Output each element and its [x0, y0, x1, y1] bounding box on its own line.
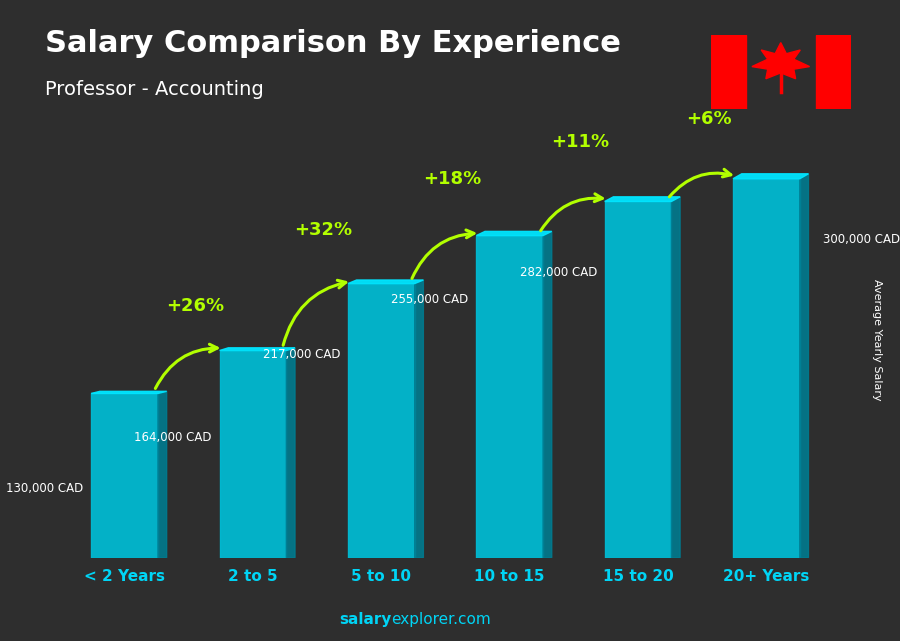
Bar [476, 235, 543, 558]
Polygon shape [671, 197, 680, 558]
Text: +32%: +32% [294, 221, 353, 239]
Bar [91, 394, 158, 558]
Text: +26%: +26% [166, 297, 224, 315]
Text: 130,000 CAD: 130,000 CAD [6, 482, 84, 495]
Text: 282,000 CAD: 282,000 CAD [519, 266, 597, 279]
Bar [605, 201, 671, 558]
Text: 300,000 CAD: 300,000 CAD [823, 233, 900, 246]
Text: +6%: +6% [686, 110, 732, 128]
Bar [348, 283, 415, 558]
Text: Salary Comparison By Experience: Salary Comparison By Experience [45, 29, 621, 58]
Text: 217,000 CAD: 217,000 CAD [263, 348, 340, 362]
Polygon shape [752, 42, 810, 79]
Polygon shape [415, 280, 423, 558]
Polygon shape [220, 348, 295, 351]
Polygon shape [733, 174, 808, 179]
Bar [733, 179, 800, 558]
Bar [711, 35, 746, 109]
Polygon shape [605, 197, 680, 201]
Text: explorer.com: explorer.com [392, 612, 491, 627]
Text: salary: salary [339, 612, 392, 627]
Bar [220, 351, 286, 558]
Polygon shape [348, 280, 423, 283]
Text: +11%: +11% [551, 133, 609, 151]
Polygon shape [476, 231, 552, 235]
Polygon shape [543, 231, 552, 558]
Text: +18%: +18% [423, 170, 481, 188]
Polygon shape [158, 391, 166, 558]
Text: Average Yearly Salary: Average Yearly Salary [872, 279, 883, 401]
Text: Professor - Accounting: Professor - Accounting [45, 80, 264, 99]
Text: 255,000 CAD: 255,000 CAD [392, 294, 469, 306]
Polygon shape [800, 174, 808, 558]
Text: 164,000 CAD: 164,000 CAD [134, 431, 212, 444]
Polygon shape [91, 391, 166, 394]
Bar [815, 35, 850, 109]
Polygon shape [286, 348, 295, 558]
